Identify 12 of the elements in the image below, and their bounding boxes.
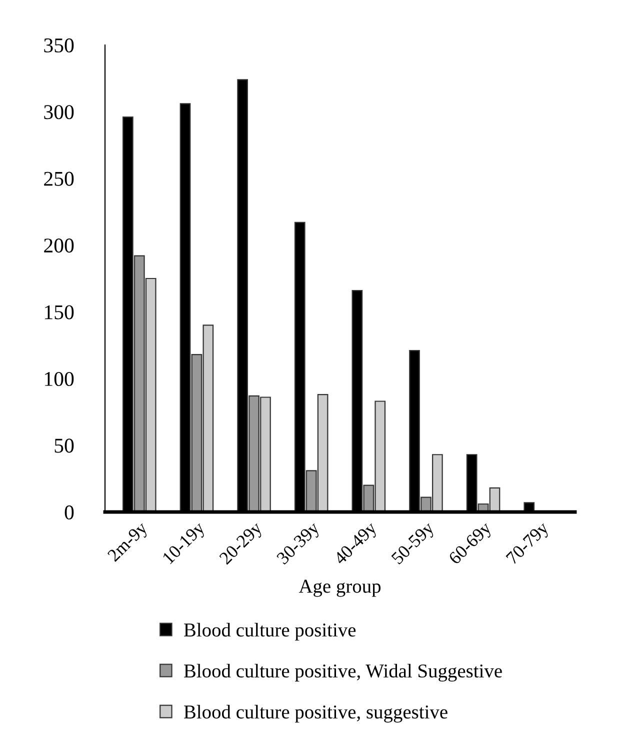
y-tick-label: 300: [44, 105, 74, 120]
x-axis-title: Age group: [298, 580, 381, 597]
legend-label: Blood culture positive: [184, 622, 356, 641]
y-tick-label: 350: [44, 38, 74, 52]
y-tick-label: 0: [64, 505, 74, 520]
legend-label: Blood culture positive, Widal Suggestive: [184, 664, 502, 682]
y-tick-label: 100: [45, 372, 74, 386]
y-tick-label: 250: [44, 172, 74, 186]
y-tick-label: 50: [54, 438, 74, 453]
legend-label: Blood culture positive, suggestive: [184, 704, 448, 723]
y-tick-label: 150: [45, 305, 74, 320]
y-tick-label: 200: [44, 238, 74, 253]
